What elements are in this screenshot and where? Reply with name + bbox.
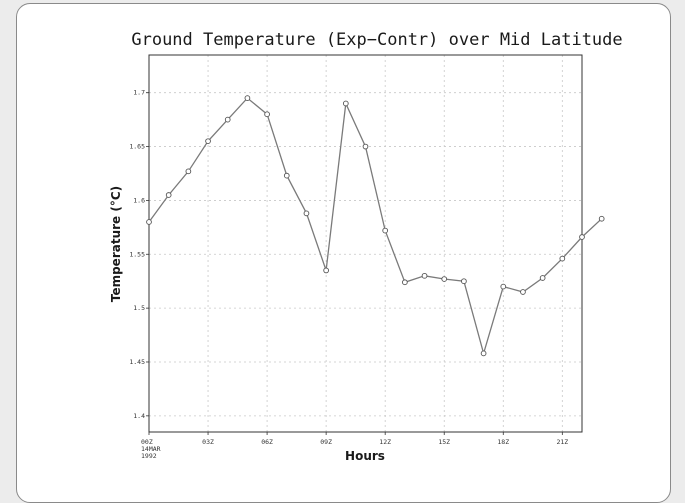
x-tick-label: 15Z — [438, 438, 450, 446]
x-axis-title: Hours — [345, 449, 385, 463]
data-point — [244, 95, 251, 101]
data-point — [461, 278, 467, 285]
data-point — [185, 168, 192, 175]
plot-frame — [148, 54, 583, 433]
data-point — [303, 210, 310, 217]
data-point — [362, 143, 369, 150]
y-tick-label: 1.65 — [129, 143, 145, 151]
x-tick-label: 03Z — [202, 438, 214, 446]
chart-title: Ground Temperature (Exp−Contr) over Mid … — [131, 30, 622, 50]
y-tick-label: 1.4 — [133, 412, 145, 420]
x-tick-label: 12Z — [379, 438, 391, 446]
x-tick-label: 00Z — [141, 438, 153, 446]
data-point — [480, 350, 487, 357]
x-axis-ticks: 00Z 03Z 06Z 09Z 12Z 15Z 18Z 21Z — [141, 432, 568, 446]
y-tick-label: 1.45 — [129, 358, 145, 366]
data-point — [382, 227, 389, 234]
data-point — [539, 275, 546, 281]
data-point — [559, 255, 566, 262]
chart-svg: Ground Temperature (Exp−Contr) over Mid … — [109, 30, 623, 463]
data-point — [402, 279, 408, 286]
data-point — [598, 215, 605, 222]
data-point — [283, 172, 290, 179]
x-tick-label: 09Z — [320, 438, 332, 446]
data-point — [165, 192, 172, 198]
data-point — [342, 100, 349, 107]
grid-layer — [149, 55, 582, 432]
data-point — [520, 289, 526, 295]
y-tick-label: 1.6 — [133, 196, 145, 204]
x-tick-label: 06Z — [261, 438, 273, 446]
data-point — [421, 272, 428, 279]
y-tick-label: 1.55 — [129, 250, 145, 258]
x-tick-label: 21Z — [556, 438, 568, 446]
y-tick-label: 1.5 — [133, 304, 145, 312]
x-axis-year-label: 1992 — [141, 452, 157, 460]
series-line — [148, 97, 603, 356]
data-point — [224, 116, 231, 123]
data-point — [146, 219, 152, 225]
y-axis-ticks: 1.4 1.45 1.5 1.55 1.6 1.65 1.7 — [129, 89, 149, 420]
chart-card: Ground Temperature (Exp−Contr) over Mid … — [16, 3, 671, 503]
data-points — [146, 95, 605, 357]
x-tick-label: 18Z — [497, 438, 509, 446]
data-point — [323, 267, 329, 274]
x-axis-date-label: 14MAR — [141, 445, 161, 453]
data-point — [441, 276, 448, 282]
data-point — [500, 283, 507, 290]
data-point — [205, 138, 211, 145]
y-axis-title: Temperature (°C) — [109, 186, 123, 302]
y-tick-label: 1.7 — [133, 89, 145, 97]
data-point — [264, 111, 270, 118]
data-point — [579, 234, 585, 240]
